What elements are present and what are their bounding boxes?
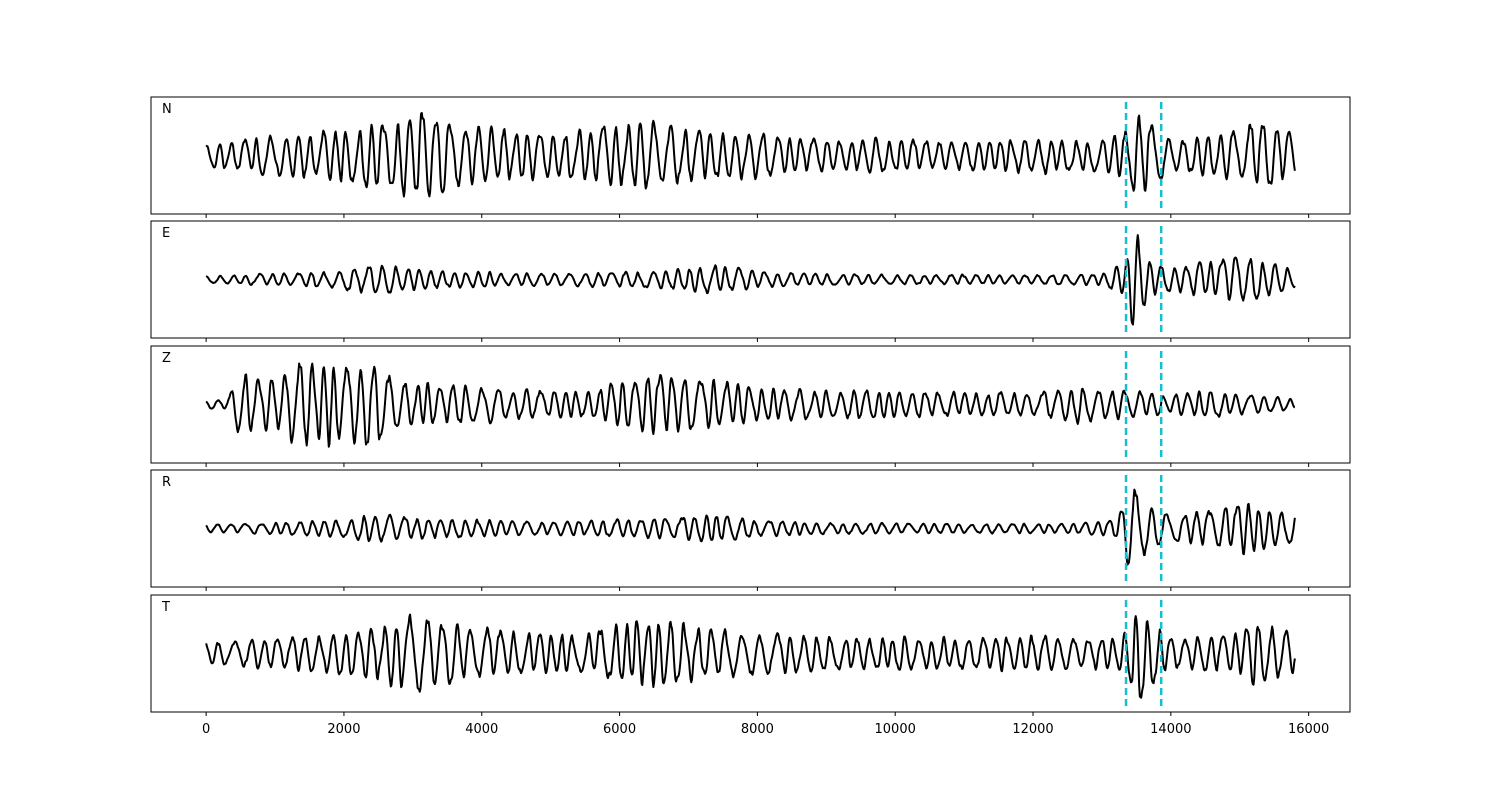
panel-e: E bbox=[150, 220, 1351, 342]
x-tick-label: 6000 bbox=[603, 722, 636, 737]
waveform-r bbox=[205, 488, 1296, 566]
panel-label: N bbox=[162, 102, 172, 117]
x-tick-label: 4000 bbox=[465, 722, 498, 737]
panel-label: T bbox=[161, 600, 170, 615]
waveform-t bbox=[205, 613, 1296, 699]
axes-frame bbox=[150, 345, 1351, 464]
axes-frame bbox=[150, 96, 1351, 215]
x-tick-label: 0 bbox=[202, 722, 210, 737]
axes-frame bbox=[150, 220, 1351, 339]
panel-label: Z bbox=[162, 351, 171, 366]
waveform-e bbox=[205, 234, 1296, 326]
axes-frame bbox=[150, 469, 1351, 588]
panel-label: E bbox=[162, 226, 170, 241]
x-tick-label: 16000 bbox=[1288, 722, 1329, 737]
x-tick-label: 2000 bbox=[327, 722, 360, 737]
x-tick-label: 12000 bbox=[1012, 722, 1053, 737]
panel-n: N bbox=[150, 96, 1351, 218]
x-tick-label: 14000 bbox=[1150, 722, 1191, 737]
axes-frame bbox=[150, 594, 1351, 713]
x-tick-label: 8000 bbox=[741, 722, 774, 737]
waveform-z bbox=[205, 362, 1296, 448]
waveform-n bbox=[205, 112, 1296, 198]
panel-r: R bbox=[150, 469, 1351, 591]
panel-label: R bbox=[162, 475, 171, 490]
panel-t: T bbox=[150, 594, 1351, 716]
panel-z: Z bbox=[150, 345, 1351, 467]
x-tick-label: 10000 bbox=[875, 722, 916, 737]
